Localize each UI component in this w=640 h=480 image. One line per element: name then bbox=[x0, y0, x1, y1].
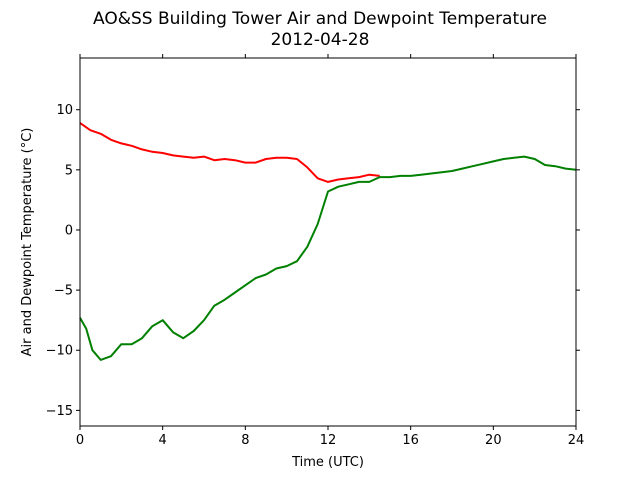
y-tick-label: −5 bbox=[54, 284, 73, 299]
y-tick-label: −15 bbox=[46, 404, 73, 419]
y-tick-label: −10 bbox=[46, 344, 73, 359]
x-tick-label: 8 bbox=[241, 433, 249, 448]
y-tick-label: 5 bbox=[65, 163, 73, 178]
y-tick-label: 0 bbox=[65, 223, 73, 238]
x-tick-label: 20 bbox=[485, 433, 502, 448]
x-tick-label: 24 bbox=[568, 433, 585, 448]
x-tick-label: 4 bbox=[159, 433, 167, 448]
x-tick-label: 12 bbox=[320, 433, 337, 448]
y-axis-label: Air and Dewpoint Temperature (°C) bbox=[20, 128, 35, 357]
chart-title: AO&SS Building Tower Air and Dewpoint Te… bbox=[93, 9, 547, 29]
ticks: 0 4 8 12 16 20 24 −15 −10 −5 0 5 10 bbox=[46, 54, 585, 448]
y-tick-label: 10 bbox=[56, 103, 73, 118]
x-axis-label: Time (UTC) bbox=[291, 455, 364, 470]
x-tick-label: 16 bbox=[402, 433, 419, 448]
x-tick-label: 0 bbox=[76, 433, 84, 448]
series-line-0 bbox=[79, 122, 380, 183]
plot-frame bbox=[79, 57, 577, 427]
series-lines bbox=[79, 122, 577, 361]
chart-subtitle: 2012-04-28 bbox=[271, 30, 370, 50]
series-line-1 bbox=[79, 155, 577, 361]
